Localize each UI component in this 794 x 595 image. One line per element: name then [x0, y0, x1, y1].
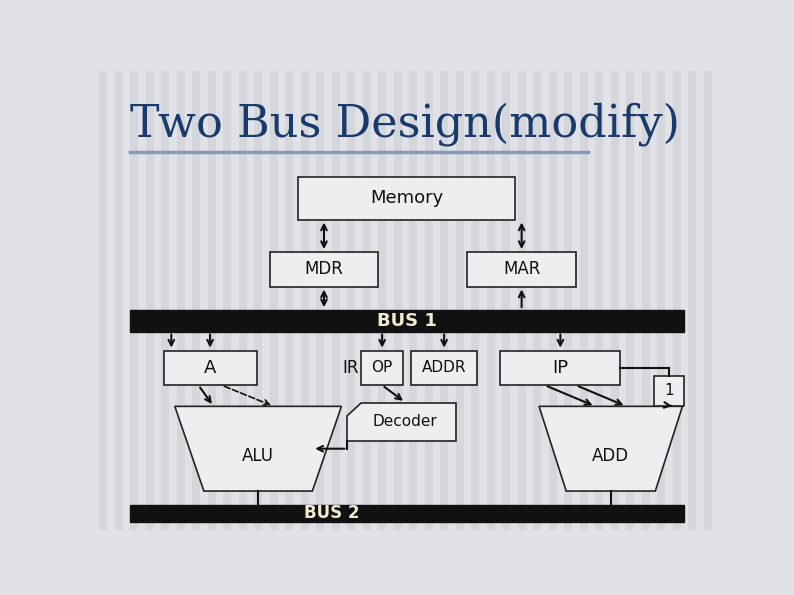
Bar: [161, 71, 169, 530]
Bar: [285, 71, 293, 530]
Bar: [472, 71, 479, 530]
Bar: [688, 71, 696, 530]
Text: MAR: MAR: [503, 260, 540, 278]
Bar: [378, 71, 386, 530]
Bar: [654, 376, 684, 406]
Bar: [534, 71, 541, 530]
Bar: [626, 71, 634, 530]
Text: MDR: MDR: [305, 260, 344, 278]
Bar: [425, 71, 433, 530]
Bar: [347, 71, 355, 530]
Text: IR: IR: [342, 359, 359, 377]
Bar: [270, 71, 277, 530]
Bar: [363, 71, 371, 530]
Bar: [299, 177, 515, 220]
Bar: [164, 350, 256, 385]
Polygon shape: [347, 402, 456, 441]
Bar: [99, 71, 107, 530]
Bar: [130, 505, 684, 522]
Polygon shape: [175, 406, 341, 491]
Bar: [703, 71, 711, 530]
Bar: [254, 71, 262, 530]
Bar: [130, 71, 138, 530]
Bar: [500, 350, 620, 385]
Bar: [673, 71, 680, 530]
Bar: [518, 71, 526, 530]
Text: Decoder: Decoder: [373, 414, 437, 429]
Bar: [503, 71, 510, 530]
Bar: [394, 71, 402, 530]
Text: OP: OP: [372, 361, 393, 375]
Text: ALU: ALU: [242, 447, 274, 465]
Bar: [177, 71, 184, 530]
Bar: [657, 71, 665, 530]
Text: BUS 1: BUS 1: [377, 312, 437, 330]
Bar: [192, 71, 200, 530]
Text: IP: IP: [553, 359, 569, 377]
Bar: [596, 71, 603, 530]
Bar: [223, 71, 231, 530]
Bar: [611, 71, 619, 530]
Text: BUS 2: BUS 2: [304, 505, 360, 522]
Text: ADD: ADD: [592, 447, 630, 465]
Bar: [146, 71, 153, 530]
Bar: [270, 252, 378, 287]
Bar: [316, 71, 324, 530]
Text: Memory: Memory: [370, 189, 444, 208]
Bar: [360, 350, 403, 385]
Bar: [115, 71, 122, 530]
Text: A: A: [204, 359, 216, 377]
Bar: [468, 252, 576, 287]
Bar: [580, 71, 588, 530]
Bar: [456, 71, 464, 530]
Text: 1: 1: [664, 383, 673, 399]
Polygon shape: [539, 406, 682, 491]
Bar: [487, 71, 495, 530]
Bar: [409, 71, 417, 530]
Text: Two Bus Design(modify): Two Bus Design(modify): [130, 102, 680, 146]
Bar: [301, 71, 309, 530]
Bar: [565, 71, 572, 530]
Bar: [549, 71, 557, 530]
Bar: [411, 350, 477, 385]
Bar: [332, 71, 340, 530]
Text: ADDR: ADDR: [422, 361, 466, 375]
Bar: [440, 71, 448, 530]
Bar: [239, 71, 246, 530]
Bar: [208, 71, 215, 530]
Bar: [130, 310, 684, 331]
Bar: [642, 71, 649, 530]
